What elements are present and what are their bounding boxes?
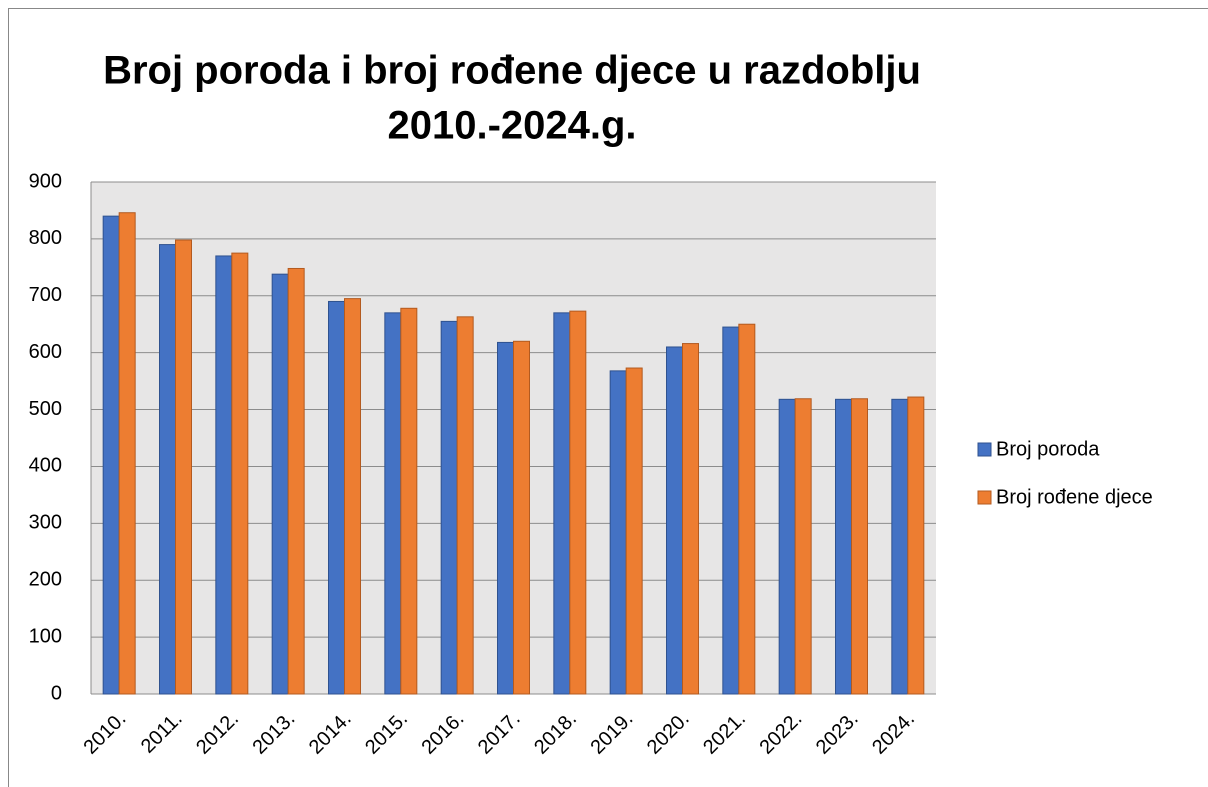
y-tick-label: 700 (29, 284, 62, 306)
bar (722, 326, 740, 695)
legend-label: Broj rođene djece (996, 486, 1153, 508)
bar (215, 255, 233, 695)
bar (328, 300, 345, 695)
bar (794, 398, 812, 695)
bar (440, 320, 458, 695)
bar (287, 267, 305, 695)
bar (666, 346, 683, 695)
bar (625, 367, 643, 695)
bar (609, 370, 627, 695)
y-tick-label: 200 (29, 569, 62, 591)
bar (400, 307, 418, 695)
y-tick-label: 500 (29, 398, 62, 420)
y-tick-label: 100 (29, 625, 62, 647)
bar (102, 215, 120, 695)
bar (907, 396, 925, 695)
y-tick-label: 300 (29, 512, 62, 534)
y-tick-label: 400 (29, 455, 62, 477)
bar (456, 316, 474, 695)
legend-label: Broj poroda (996, 438, 1100, 460)
bar (231, 252, 249, 695)
legend-swatch (977, 442, 992, 457)
bar (851, 398, 868, 695)
bar (778, 398, 796, 695)
y-tick-label: 600 (29, 341, 62, 363)
y-tick-label: 800 (29, 227, 62, 249)
bar (513, 340, 530, 695)
y-tick-label: 0 (51, 682, 62, 704)
y-tick-label: 900 (29, 170, 62, 192)
bar (344, 298, 361, 695)
chart-title: 2010.-2024.g. (387, 104, 636, 148)
bar (159, 244, 176, 695)
bar (891, 398, 909, 695)
bar (175, 239, 192, 695)
bar (384, 312, 402, 695)
bar (682, 343, 699, 695)
legend-swatch (977, 490, 992, 505)
bar (118, 212, 136, 695)
bar (835, 398, 852, 695)
bar (553, 312, 571, 695)
chart-title: Broj poroda i broj rođene djece u razdob… (103, 49, 921, 93)
bar (497, 341, 514, 695)
bar (271, 273, 289, 695)
bar (569, 310, 587, 695)
bar (738, 323, 756, 695)
